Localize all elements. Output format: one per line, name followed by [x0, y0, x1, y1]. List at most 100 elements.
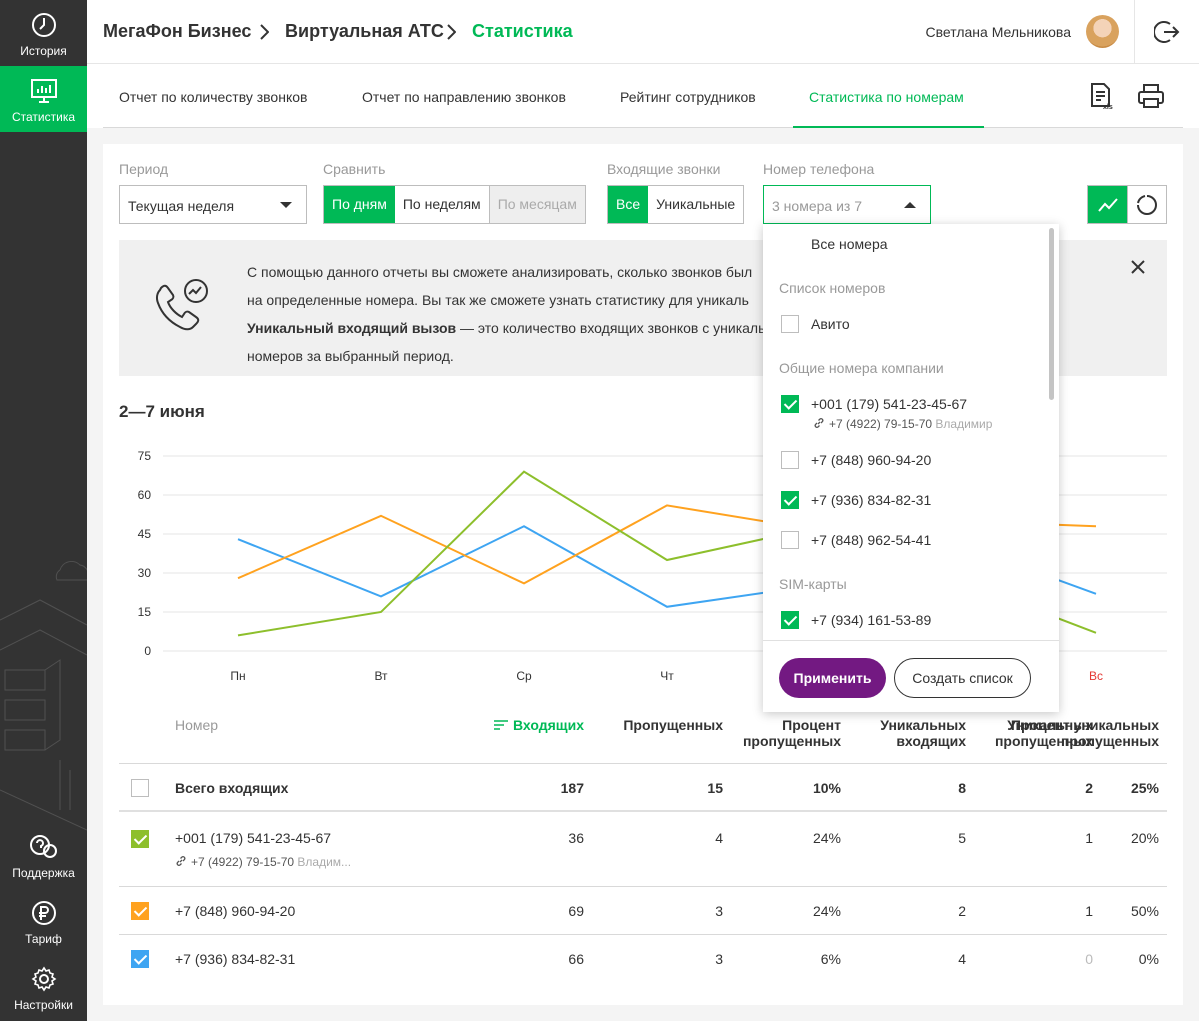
option-label: +7 (934) 161-53-89 [811, 612, 932, 628]
chat-question-icon [29, 835, 57, 858]
dropdown-option-number[interactable]: +7 (848) 962-54-41 [763, 530, 1043, 554]
option-checkbox[interactable] [781, 611, 799, 629]
sidebar-item-label: Тариф [25, 932, 62, 946]
compare-by-weeks-button[interactable]: По неделям [395, 186, 490, 223]
column-header-missed-percent[interactable]: Процент пропущенных [742, 717, 841, 749]
logout-icon[interactable] [1154, 20, 1180, 44]
sidebar-item-label: Поддержка [12, 866, 75, 880]
sidebar-item-tariff[interactable]: Тариф [0, 888, 87, 954]
cell-missed: 15 [707, 780, 723, 796]
incoming-all-button[interactable]: Все [608, 186, 649, 223]
cell-incoming: 187 [560, 780, 584, 796]
sidebar-item-settings[interactable]: Настройки [0, 954, 87, 1020]
phone-number-select[interactable]: 3 номера из 7 [763, 185, 931, 224]
row-checkbox[interactable] [131, 950, 149, 968]
period-select[interactable]: Текущая неделя [119, 185, 307, 224]
header: МегаФон Бизнес Виртуальная АТС Статистик… [87, 0, 1199, 64]
row-name: Всего входящих [175, 780, 289, 796]
breadcrumb-statistics: Статистика [472, 21, 573, 41]
option-sub-user: Владимир [935, 417, 993, 431]
sidebar-item-label: Статистика [11, 110, 76, 124]
active-tab-indicator [793, 126, 984, 128]
row-checkbox[interactable] [131, 902, 149, 920]
row-checkbox[interactable] [131, 779, 149, 797]
dropdown-footer: Применить Создать список [763, 640, 1059, 712]
compare-label: Сравнить [323, 161, 386, 177]
gear-icon [31, 966, 56, 992]
cell-unique-incoming: 2 [958, 903, 966, 919]
dropdown-scrollbar[interactable] [1049, 228, 1054, 400]
row-sub-user: Владим... [297, 855, 352, 869]
tabs-divider [103, 127, 1183, 128]
sidebar-item-statistics[interactable]: Статистика [0, 66, 87, 132]
phone-number-dropdown: Все номера Список номеров Авито Общие но… [763, 224, 1059, 712]
breadcrumb-virtual-pbx[interactable]: Виртуальная АТС [285, 21, 444, 41]
column-header-unique-missed-percent[interactable]: Процент уникальных пропущенных [1010, 717, 1159, 749]
column-header-incoming[interactable]: Входящих [494, 717, 584, 733]
option-checkbox[interactable] [781, 451, 799, 469]
create-list-button[interactable]: Создать список [894, 658, 1031, 698]
row-sub: +7 (4922) 79-15-70 Владим... [175, 855, 351, 869]
apply-button[interactable]: Применить [779, 658, 886, 698]
tab-call-direction-report[interactable]: Отчет по направлению звонков [362, 89, 566, 105]
info-line: на определенные номера. Вы так же сможет… [247, 292, 749, 308]
cell-unique-missed: 0 [1085, 951, 1093, 967]
export-xls-icon[interactable]: xls [1089, 82, 1115, 110]
column-header-missed[interactable]: Пропущенных [623, 717, 723, 733]
ring-chart-icon [1137, 194, 1157, 215]
cell-unique-missed-percent: 25% [1130, 780, 1159, 796]
dropdown-option-avito[interactable]: Авито [763, 314, 1043, 338]
column-header-unique-incoming[interactable]: Уникальных входящих [880, 717, 966, 749]
sidebar-item-support[interactable]: Поддержка [0, 822, 87, 888]
sort-icon [494, 720, 508, 730]
row-checkbox[interactable] [131, 830, 149, 848]
dropdown-option-number[interactable]: +7 (934) 161-53-89 [763, 610, 1043, 634]
line-chart-view-button[interactable] [1088, 186, 1127, 223]
tab-number-statistics[interactable]: Статистика по номерам [809, 89, 964, 105]
option-checkbox[interactable] [781, 531, 799, 549]
option-checkbox[interactable] [781, 395, 799, 413]
line-chart-icon [1097, 197, 1118, 212]
option-label: +7 (936) 834-82-31 [811, 492, 932, 508]
option-checkbox[interactable] [781, 491, 799, 509]
column-header-number[interactable]: Номер [175, 717, 219, 733]
y-tick-label: 15 [138, 605, 152, 619]
incoming-unique-button[interactable]: Уникальные [656, 196, 736, 212]
dropdown-option-number[interactable]: +7 (848) 960-94-20 [763, 450, 1043, 474]
link-icon [176, 856, 186, 866]
option-label: Все номера [811, 236, 888, 252]
user-name[interactable]: Светлана Мельникова [925, 24, 1071, 40]
cell-missed-percent: 10% [812, 780, 841, 796]
option-checkbox[interactable] [781, 315, 799, 333]
column-header-unique-missed[interactable]: Уникальных пропущенных [994, 717, 1093, 749]
dropdown-option-all[interactable]: Все номера [763, 236, 1043, 260]
cell-unique-incoming: 4 [958, 951, 966, 967]
cell-unique-missed: 1 [1085, 830, 1093, 846]
compare-by-months-button[interactable]: По месяцам [489, 186, 585, 223]
tab-call-count-report[interactable]: Отчет по количеству звонков [119, 89, 308, 105]
close-icon[interactable] [1131, 260, 1145, 274]
column-header-label: Входящих [513, 717, 584, 733]
incoming-calls-toggle: Все Уникальные [607, 185, 745, 224]
tab-employee-rating[interactable]: Рейтинг сотрудников [620, 89, 756, 105]
x-tick-label: Чт [660, 669, 674, 683]
dropdown-option-number[interactable]: +001 (179) 541-23-45-67 +7 (4922) 79-15-… [763, 394, 1043, 434]
sidebar-item-label: Настройки [14, 998, 73, 1012]
table-row: +001 (179) 541-23-45-67 +7 (4922) 79-15-… [119, 816, 1167, 887]
cell-unique-incoming: 5 [958, 830, 966, 846]
table-header: Номер Входящих Пропущенных Процент пропу… [119, 704, 1167, 764]
dropdown-group-company-numbers: Общие номера компании [779, 360, 944, 376]
table-row-total: Всего входящих 187 15 10% 8 2 25% [119, 764, 1167, 812]
sidebar-item-history[interactable]: История [0, 0, 87, 66]
info-text: С помощью данного отчеты вы сможете анал… [247, 258, 767, 370]
option-label: +001 (179) 541-23-45-67 [811, 396, 968, 412]
pie-chart-view-button[interactable] [1127, 186, 1166, 223]
info-line-rest: — это количество входящих звонков с уник… [456, 320, 766, 336]
dropdown-option-number[interactable]: +7 (936) 834-82-31 [763, 490, 1043, 514]
x-tick-label: Вс [1089, 669, 1103, 683]
print-icon[interactable] [1137, 82, 1165, 110]
breadcrumb-megafon-business[interactable]: МегаФон Бизнес [103, 21, 252, 41]
compare-by-days-button[interactable]: По дням [324, 186, 395, 223]
cell-incoming: 66 [568, 951, 584, 967]
avatar[interactable] [1086, 15, 1119, 48]
